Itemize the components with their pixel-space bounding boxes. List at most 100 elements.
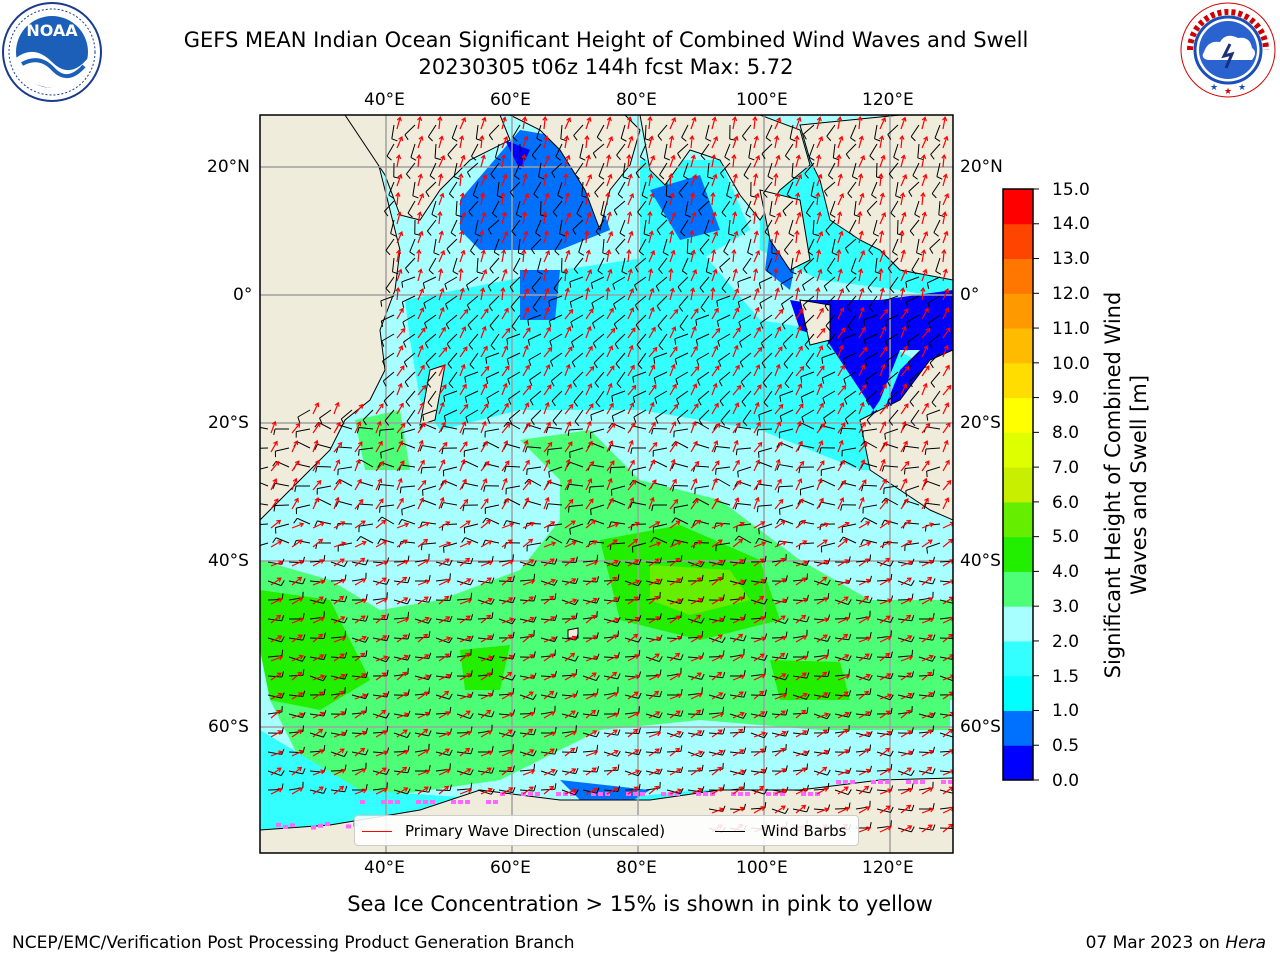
wave-arrow-head bbox=[439, 496, 445, 502]
wind-barb-flag bbox=[890, 672, 894, 679]
wave-arrow bbox=[522, 365, 530, 377]
wave-arrow-head bbox=[314, 497, 320, 503]
wave-arrow bbox=[648, 269, 652, 282]
wave-arrow-head bbox=[608, 440, 614, 446]
wave-arrow-head bbox=[923, 440, 929, 446]
wind-barb bbox=[737, 503, 752, 506]
wind-barb bbox=[485, 352, 500, 359]
wave-arrow bbox=[417, 402, 424, 415]
wind-barb-flag bbox=[512, 786, 516, 793]
wave-arrow-head bbox=[292, 477, 298, 483]
wind-barb bbox=[422, 485, 437, 491]
wave-arrow-head bbox=[922, 173, 928, 179]
wave-arrow-head bbox=[505, 422, 511, 428]
wave-arrow-head bbox=[277, 692, 283, 698]
wind-barb bbox=[782, 200, 794, 212]
wind-barb-flag bbox=[803, 267, 808, 274]
wave-arrow bbox=[732, 633, 743, 643]
wind-barb-flag bbox=[806, 707, 809, 714]
wave-arrow bbox=[501, 634, 513, 643]
wave-arrow bbox=[690, 540, 702, 548]
wind-barb bbox=[792, 599, 808, 602]
wave-arrow bbox=[627, 559, 639, 567]
wave-arrow-head bbox=[717, 634, 723, 640]
wave-arrow bbox=[417, 136, 423, 149]
wave-arrow bbox=[816, 576, 827, 586]
wind-barb-flag bbox=[490, 788, 495, 795]
wave-arrow bbox=[732, 617, 745, 624]
wave-arrow-head bbox=[315, 459, 320, 465]
wind-barb-flag bbox=[889, 560, 894, 567]
wave-arrow-head bbox=[778, 498, 784, 504]
wind-barb bbox=[632, 542, 647, 548]
wind-barb bbox=[821, 425, 836, 430]
wave-arrow bbox=[606, 231, 613, 244]
wave-arrow bbox=[354, 479, 362, 491]
wave-arrow-head bbox=[404, 522, 410, 528]
wind-barb bbox=[812, 219, 815, 235]
wave-arrow bbox=[858, 785, 869, 795]
wind-barb-flag bbox=[548, 471, 551, 478]
colorbar-title: Significant Height of Combined Wind Wave… bbox=[1101, 291, 1151, 679]
wind-barb-flag bbox=[685, 214, 692, 218]
wave-arrow-head bbox=[882, 383, 887, 389]
wave-arrow bbox=[711, 750, 724, 757]
wave-arrow-head bbox=[416, 248, 422, 254]
wave-arrow bbox=[753, 637, 766, 643]
wave-arrow-head bbox=[294, 497, 299, 503]
wind-barb bbox=[444, 276, 458, 285]
wind-barb-flag bbox=[701, 631, 704, 638]
wind-barb bbox=[637, 200, 647, 213]
wave-arrow-head bbox=[565, 363, 571, 369]
wave-arrow-head bbox=[593, 655, 599, 661]
wave-arrow bbox=[795, 788, 808, 795]
wind-barb bbox=[680, 219, 689, 233]
wind-barb-flag bbox=[512, 730, 516, 737]
wave-arrow bbox=[858, 117, 861, 130]
wave-arrow-head bbox=[418, 344, 424, 350]
wave-arrow-head bbox=[419, 402, 425, 408]
wave-arrow bbox=[774, 499, 784, 510]
wave-arrow-head bbox=[668, 267, 674, 273]
wave-arrow bbox=[921, 308, 929, 320]
wave-arrow-head bbox=[843, 633, 849, 639]
wave-arrow-head bbox=[277, 597, 283, 603]
wind-barb bbox=[843, 352, 857, 360]
wave-arrow-head bbox=[460, 154, 466, 160]
wave-arrow-head bbox=[923, 231, 929, 237]
wave-arrow-head bbox=[509, 522, 515, 528]
wind-barb bbox=[406, 409, 416, 422]
wave-arrow bbox=[753, 459, 760, 472]
wind-barb bbox=[666, 599, 681, 605]
wave-arrow-head bbox=[839, 193, 845, 199]
wave-arrow-head bbox=[864, 785, 870, 791]
wave-arrow-head bbox=[479, 134, 485, 140]
wave-arrow-head bbox=[605, 286, 611, 292]
wind-barb bbox=[569, 483, 584, 487]
wave-arrow bbox=[543, 497, 549, 510]
wind-barb-flag bbox=[530, 248, 536, 255]
wind-barb bbox=[624, 637, 639, 643]
wave-arrow bbox=[858, 579, 871, 586]
wind-barb-flag bbox=[491, 633, 495, 640]
wave-arrow-head bbox=[693, 498, 699, 504]
wind-barb-flag bbox=[827, 269, 832, 275]
colorbar-tick-label: 1.0 bbox=[1052, 701, 1080, 721]
wave-arrow-head bbox=[340, 673, 346, 679]
wave-arrow bbox=[396, 460, 405, 472]
wave-arrow-head bbox=[907, 597, 913, 603]
wind-barb bbox=[716, 500, 731, 506]
wave-arrow bbox=[564, 578, 576, 586]
wave-arrow-head bbox=[904, 365, 910, 371]
wind-barb bbox=[889, 276, 899, 289]
wind-barb bbox=[779, 464, 794, 468]
wind-barb bbox=[512, 124, 521, 138]
wind-barb-flag bbox=[784, 383, 790, 389]
wave-arrow-head bbox=[795, 154, 801, 160]
wave-arrow bbox=[585, 709, 596, 719]
wind-barb bbox=[616, 371, 626, 384]
wave-arrow-head bbox=[297, 539, 303, 545]
wave-arrow bbox=[438, 732, 451, 738]
wind-barb bbox=[761, 352, 773, 364]
wave-arrow-head bbox=[802, 540, 808, 545]
